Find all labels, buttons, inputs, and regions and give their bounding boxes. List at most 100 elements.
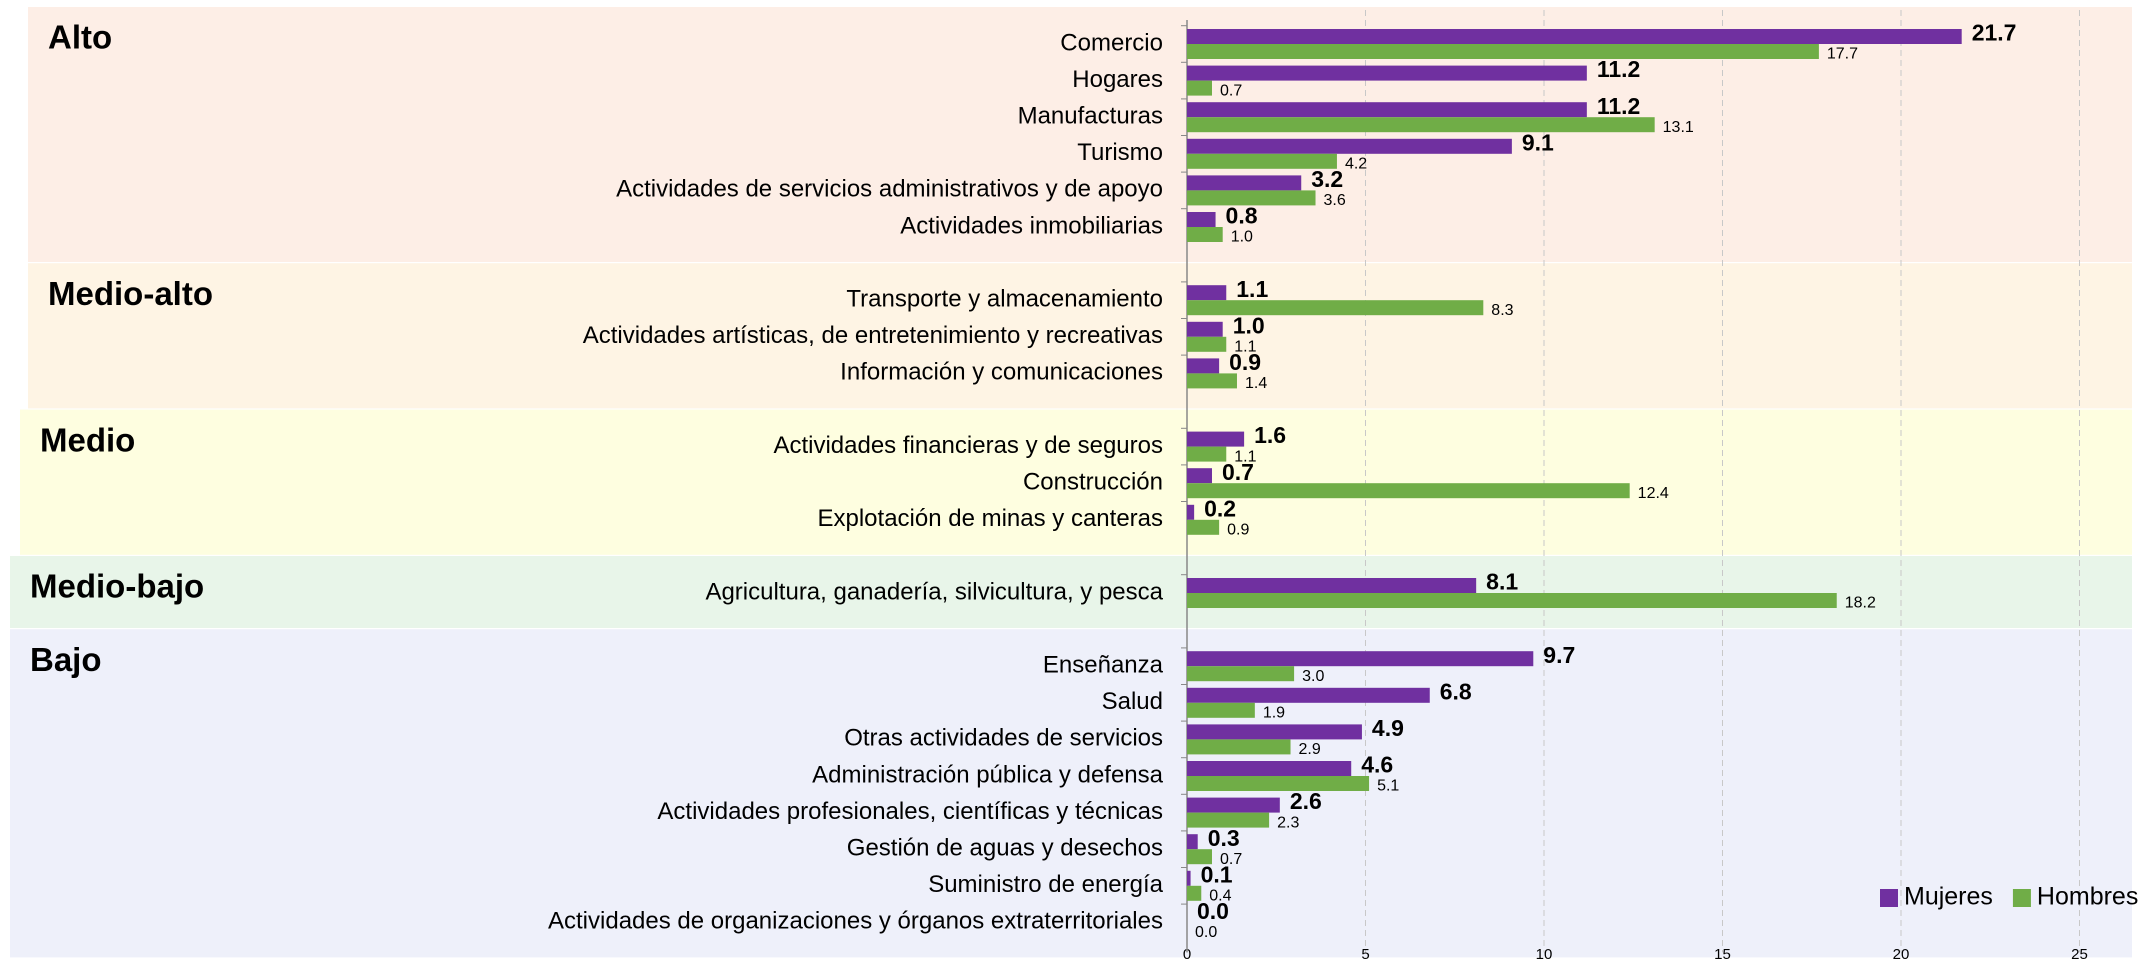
value-label-hombres: 0.9 xyxy=(1227,522,1249,539)
value-label-mujeres: 11.2 xyxy=(1597,93,1641,119)
value-label-mujeres: 11.2 xyxy=(1597,56,1641,82)
value-label-hombres: 17.7 xyxy=(1827,46,1858,63)
group-band xyxy=(10,629,2132,958)
value-label-mujeres: 4.9 xyxy=(1372,715,1404,741)
x-tick-label: 10 xyxy=(1536,946,1553,963)
value-label-hombres: 12.4 xyxy=(1638,485,1669,502)
bar xyxy=(1187,285,1227,301)
value-label-mujeres: 0.2 xyxy=(1204,495,1236,521)
bar xyxy=(1187,358,1220,374)
bar xyxy=(1187,578,1477,593)
category-label: Información y comunicaciones xyxy=(840,359,1163,386)
category-label: Actividades profesionales, científicas y… xyxy=(657,798,1163,825)
category-label: Administración pública y defensa xyxy=(812,761,1164,788)
value-label-hombres: 8.3 xyxy=(1491,302,1513,319)
bar xyxy=(1187,885,1202,901)
bar xyxy=(1187,321,1223,337)
bar xyxy=(1187,797,1280,813)
category-label: Actividades de servicios administrativos… xyxy=(616,176,1163,203)
value-label-hombres: 2.9 xyxy=(1299,741,1321,758)
category-label: Gestión de aguas y desechos xyxy=(847,835,1163,862)
group-band xyxy=(28,263,2132,409)
value-label-mujeres: 21.7 xyxy=(1972,20,2017,46)
group-label: Bajo xyxy=(30,641,102,678)
x-tick-label: 25 xyxy=(2071,946,2088,963)
value-label-mujeres: 1.6 xyxy=(1254,422,1286,448)
group-label: Medio xyxy=(40,421,135,458)
group-label: Medio-bajo xyxy=(30,568,204,605)
group-label: Medio-alto xyxy=(48,275,213,312)
value-label-hombres: 1.9 xyxy=(1263,705,1285,722)
value-label-hombres: 0.7 xyxy=(1220,82,1242,99)
value-label-hombres: 1.1 xyxy=(1234,339,1256,356)
value-label-mujeres: 0.3 xyxy=(1208,825,1240,851)
value-label-mujeres: 2.6 xyxy=(1290,788,1322,814)
category-label: Turismo xyxy=(1077,139,1163,166)
group-band xyxy=(20,409,2132,555)
category-label: Construcción xyxy=(1023,469,1163,496)
bar xyxy=(1187,65,1587,81)
category-label: Suministro de energía xyxy=(928,871,1163,898)
legend-swatch xyxy=(1880,889,1898,907)
bar xyxy=(1187,483,1630,499)
bar xyxy=(1187,687,1430,703)
value-label-mujeres: 9.1 xyxy=(1522,129,1554,155)
bar xyxy=(1187,29,1962,44)
bar xyxy=(1187,702,1255,718)
bar xyxy=(1187,776,1370,791)
value-label-hombres: 3.0 xyxy=(1302,668,1324,685)
bar xyxy=(1187,504,1195,520)
bar xyxy=(1187,300,1484,316)
legend-label: Hombres xyxy=(2037,883,2138,911)
value-label-hombres: 18.2 xyxy=(1845,595,1876,612)
category-label: Actividades de organizaciones y órganos … xyxy=(548,908,1163,935)
bar xyxy=(1187,870,1191,886)
bar xyxy=(1187,519,1220,535)
legend-swatch xyxy=(2012,889,2031,907)
bar xyxy=(1187,102,1587,118)
bar xyxy=(1187,761,1352,776)
value-label-mujeres: 0.0 xyxy=(1197,898,1229,924)
group-label: Alto xyxy=(48,19,112,56)
category-label: Actividades artísticas, de entretenimien… xyxy=(583,322,1163,349)
bar xyxy=(1187,44,1819,59)
category-label: Actividades financieras y de seguros xyxy=(773,432,1163,459)
bar xyxy=(1187,336,1227,352)
bar xyxy=(1187,849,1212,865)
category-label: Manufacturas xyxy=(1018,103,1163,130)
bar xyxy=(1187,666,1295,682)
x-tick-label: 0 xyxy=(1183,946,1191,963)
value-label-hombres: 0.4 xyxy=(1209,888,1231,905)
bar xyxy=(1187,80,1212,96)
bar xyxy=(1187,651,1534,667)
category-label: Actividades inmobiliarias xyxy=(900,212,1163,239)
value-label-hombres: 13.1 xyxy=(1663,119,1694,136)
value-label-mujeres: 0.1 xyxy=(1201,861,1233,887)
category-label: Agricultura, ganadería, silvicultura, y … xyxy=(705,578,1163,605)
value-label-hombres: 1.1 xyxy=(1234,448,1256,465)
group-band xyxy=(10,556,2132,628)
value-label-hombres: 5.1 xyxy=(1377,778,1399,795)
category-label: Hogares xyxy=(1072,66,1163,93)
bar xyxy=(1187,153,1337,169)
category-label: Enseñanza xyxy=(1043,652,1164,679)
category-label: Transporte y almacenamiento xyxy=(846,286,1163,313)
value-label-hombres: 0.7 xyxy=(1220,851,1242,868)
value-label-hombres: 4.2 xyxy=(1345,156,1367,173)
bar xyxy=(1187,739,1291,755)
bar xyxy=(1187,190,1316,206)
bar xyxy=(1187,117,1655,133)
bar xyxy=(1187,834,1198,850)
value-label-mujeres: 0.9 xyxy=(1229,349,1261,375)
bar xyxy=(1187,373,1237,389)
value-label-mujeres: 1.0 xyxy=(1233,312,1265,338)
bar xyxy=(1187,593,1837,608)
bar xyxy=(1187,468,1212,484)
bar xyxy=(1187,175,1302,191)
bar xyxy=(1187,431,1245,447)
bar xyxy=(1187,138,1512,154)
value-label-mujeres: 8.1 xyxy=(1486,569,1518,595)
value-label-hombres: 3.6 xyxy=(1324,192,1346,209)
x-tick-label: 20 xyxy=(1893,946,1910,963)
